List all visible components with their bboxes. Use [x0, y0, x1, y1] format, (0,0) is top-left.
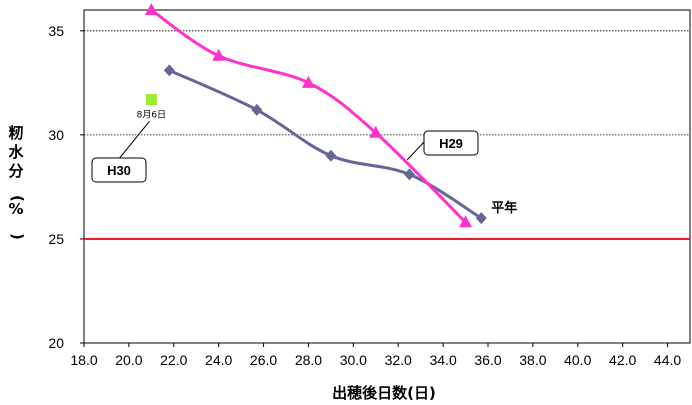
x-tick-label: 32.0: [385, 352, 412, 368]
x-tick-label: 42.0: [609, 352, 636, 368]
x-axis-title: 出穂後日数(日): [332, 384, 436, 402]
plot-area: [83, 9, 691, 344]
x-tick-label: 30.0: [340, 352, 367, 368]
x-tick-label: 44.0: [654, 352, 681, 368]
data-point: [403, 168, 415, 181]
callout-box: [91, 157, 147, 183]
data-point: [145, 93, 157, 105]
callout-leader: [406, 141, 425, 161]
x-tick-label: 24.0: [205, 352, 232, 368]
y-tick-label: 25: [48, 231, 64, 247]
data-point: [459, 215, 473, 228]
series-label: H29: [439, 136, 463, 151]
x-tick-label: 36.0: [474, 352, 501, 368]
y-tick-label: 35: [48, 23, 64, 39]
data-point: [325, 149, 337, 162]
x-tick-label: 18.0: [70, 352, 97, 368]
data-point: [212, 48, 226, 61]
x-tick-label: 38.0: [519, 352, 546, 368]
data-point: [369, 125, 383, 138]
series-label: 平年: [491, 200, 517, 215]
x-tick-label: 34.0: [429, 352, 456, 368]
callout-box: [423, 130, 479, 156]
data-point: [301, 75, 315, 88]
callout-leader: [117, 121, 150, 161]
series-label: H30: [107, 163, 131, 178]
data-point: [144, 3, 158, 15]
y-tick-label: 30: [48, 127, 64, 143]
x-tick-label: 28.0: [295, 352, 322, 368]
point-label: 8月6日: [137, 109, 166, 120]
x-tick-label: 40.0: [564, 352, 591, 368]
y-axis-title: 籾水分(%): [8, 124, 26, 240]
x-tick-label: 20.0: [115, 352, 142, 368]
data-point: [475, 212, 487, 225]
x-tick-label: 22.0: [160, 352, 187, 368]
data-point: [163, 64, 175, 77]
x-tick-label: 26.0: [250, 352, 277, 368]
y-tick-label: 20: [48, 335, 64, 351]
data-point: [251, 103, 263, 116]
svg-text:籾水分(%): 籾水分(%): [8, 124, 26, 240]
